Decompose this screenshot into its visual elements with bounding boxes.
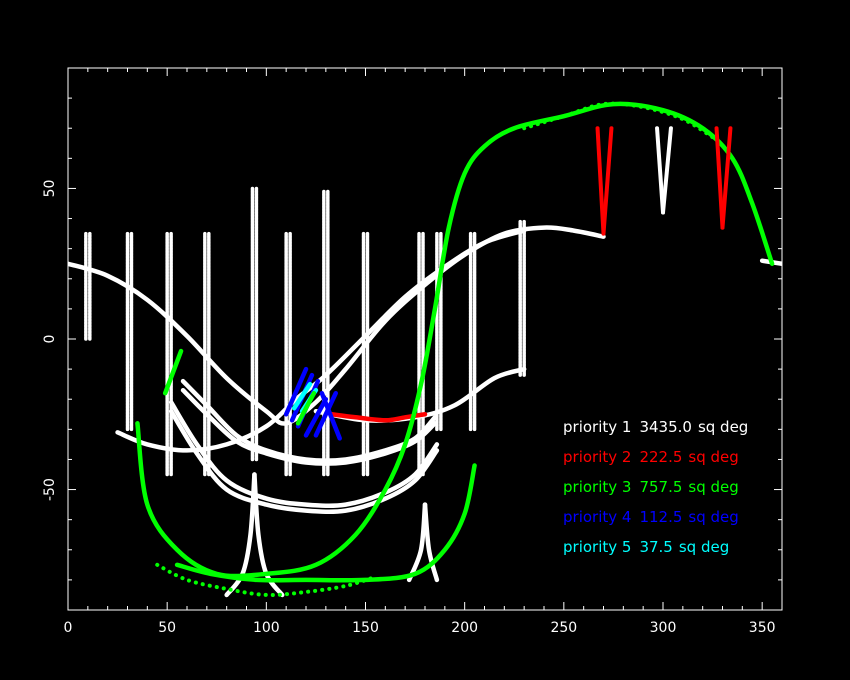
x-tick-label: 100 xyxy=(253,620,280,636)
legend-area: 3435.0 xyxy=(639,418,692,436)
v-shape-mark xyxy=(720,126,733,230)
series-white-curve-b xyxy=(115,228,527,453)
legend-unit: sq deg xyxy=(688,508,738,526)
x-tick-label: 350 xyxy=(749,620,776,636)
series-white-cusp-right-b xyxy=(422,502,440,583)
legend-item: priority 5 37.5 sq deg xyxy=(563,538,729,556)
v-shape-mark xyxy=(661,126,673,215)
series-green-dotted-lower xyxy=(155,562,378,598)
series-green-short-segment xyxy=(162,348,184,396)
legend-area: 757.5 xyxy=(639,478,682,496)
series-white-ucurve-3 xyxy=(168,399,440,509)
series-white-ucurve-2 xyxy=(180,387,438,466)
legend-unit: sq deg xyxy=(688,478,738,496)
cross-cluster-mark xyxy=(295,390,317,426)
cross-cluster-mark xyxy=(313,390,338,438)
series-white-ucurve-4 xyxy=(168,409,440,515)
legend-label: priority 3 xyxy=(563,478,631,496)
legend-item: priority 1 3435.0 sq deg xyxy=(563,418,748,436)
legend: priority 1 3435.0 sq deg priority 2 222.5 sq … xyxy=(563,418,748,556)
cross-cluster-mark xyxy=(319,390,342,441)
legend-unit: sq deg xyxy=(698,418,748,436)
legend-area: 112.5 xyxy=(639,508,682,526)
x-tick-label: 200 xyxy=(451,620,478,636)
legend-unit: sq deg xyxy=(688,448,738,466)
x-tick-label: 0 xyxy=(64,620,73,636)
legend-item: priority 3 757.5 sq deg xyxy=(563,478,739,496)
legend-item: priority 4 112.5 sq deg xyxy=(563,508,739,526)
legend-label: priority 2 xyxy=(563,448,631,466)
legend-item: priority 2 222.5 sq deg xyxy=(563,448,739,466)
cross-cluster-mark xyxy=(291,381,313,411)
legend-area: 37.5 xyxy=(639,538,672,556)
y-tick-label: 50 xyxy=(42,180,58,198)
x-tick-label: 50 xyxy=(158,620,176,636)
v-shape-mark xyxy=(714,126,725,230)
plot-area xyxy=(68,101,782,598)
x-tick-label: 300 xyxy=(650,620,677,636)
y-tick-label: 0 xyxy=(42,335,58,344)
cross-cluster-mark xyxy=(283,366,309,417)
cross-cluster-mark xyxy=(303,396,329,438)
y-tick-label: -50 xyxy=(42,478,58,501)
legend-label: priority 5 xyxy=(563,538,631,556)
v-shape-mark xyxy=(601,126,614,236)
legend-area: 222.5 xyxy=(639,448,682,466)
legend-label: priority 4 xyxy=(563,508,631,526)
series-white-cusp-left-b xyxy=(252,472,285,598)
legend-label: priority 1 xyxy=(563,418,631,436)
x-tick-label: 250 xyxy=(550,620,577,636)
v-shape-mark xyxy=(595,126,606,236)
x-tick-label: 150 xyxy=(352,620,379,636)
legend-unit: sq deg xyxy=(679,538,729,556)
series-white-cusp-left-a xyxy=(224,472,257,598)
series-green-dotted-top xyxy=(522,101,715,140)
series-green-scurve xyxy=(135,101,775,579)
v-shape-mark xyxy=(655,126,665,215)
